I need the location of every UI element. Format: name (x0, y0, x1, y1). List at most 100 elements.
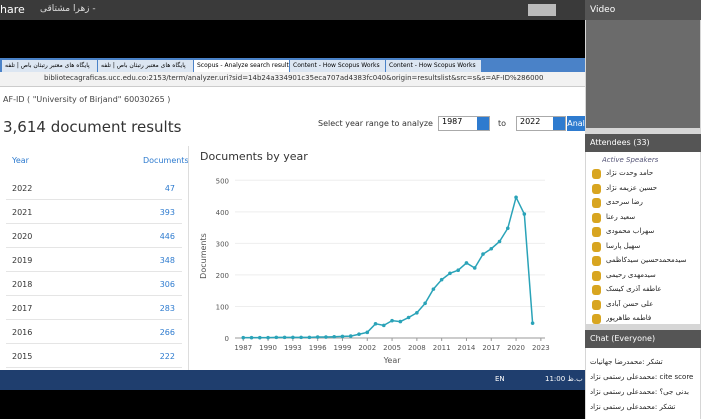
toggle[interactable] (528, 4, 556, 16)
row-line (6, 247, 182, 248)
point (282, 335, 287, 340)
attendee-icon (592, 198, 601, 208)
row-line (6, 271, 182, 272)
count-cell[interactable]: 47 (164, 184, 175, 193)
point (489, 246, 494, 251)
point (291, 335, 295, 340)
from-select[interactable]: 1987 (438, 116, 490, 131)
attendee-name[interactable]: حامد وحدت نژاد (606, 169, 654, 177)
range-label: Select year range to analyze (318, 119, 433, 128)
tab[interactable]: Scopus - Analyze search result (194, 60, 289, 72)
chart: Documents by year Documents Year 0 100 200 300… (199, 150, 550, 365)
tab-strip: پایگاه های معتبر رتبثان باص | تلفه پایگاه… (0, 58, 585, 72)
url[interactable]: bibliotecagraficas.ucc.edu.co:2153/term/… (44, 74, 544, 82)
y-tick-label: 400 (216, 209, 229, 217)
x-tick-label: 2014 (458, 344, 476, 352)
row-line (6, 319, 182, 320)
x-tick-label: 1993 (284, 344, 302, 352)
point (307, 335, 312, 340)
attendee-icon (592, 227, 601, 237)
y-tick-label: 300 (216, 240, 229, 248)
x-tick-label: 1999 (334, 344, 352, 352)
chat-message: بدنی جی؟ :محمدعلی رستمی نژاد (590, 388, 689, 396)
point (448, 271, 452, 276)
attendee-name[interactable]: فاطمه طاهرپور (606, 314, 652, 322)
video-header: Video (585, 0, 701, 20)
clock: 11:00 ب.ظ (545, 375, 583, 383)
point (365, 330, 370, 335)
point (423, 301, 427, 306)
table-header[interactable]: Year (12, 156, 29, 165)
row-line (6, 295, 182, 296)
count-cell[interactable]: 348 (159, 256, 175, 265)
x-axis-label: Year (383, 356, 402, 365)
chat-message: cite score :محمدعلی رستمی نژاد (590, 373, 694, 381)
attendee-icon (592, 270, 601, 281)
attendee-name[interactable]: حسین عزیمه نژاد (606, 183, 658, 192)
year-table: Year Documents 2022 47 2021 393 2020 446 2019 3… (0, 146, 189, 370)
attendee-name[interactable]: رضا سرحدی (606, 198, 643, 206)
attendee-name[interactable]: سیدمهدی رحیمی (606, 270, 656, 279)
attendee-name[interactable]: سهراب محمودی (606, 227, 655, 235)
attendee-icon (592, 169, 601, 179)
point (266, 335, 270, 340)
attendee-list: Active Speakers حامد وحدت نژاد حسین عزیمه… (586, 152, 700, 324)
attendee-name[interactable]: علی حسن آبادی (606, 299, 654, 308)
x-tick-label: 1987 (234, 344, 252, 352)
point (522, 212, 527, 216)
chat-log: تشکر :محمدرضا جهانیات cite score :محمدعلی… (586, 348, 700, 419)
tab[interactable]: Content - How Scopus Works (290, 60, 385, 72)
year-cell: 2016 (12, 328, 33, 337)
to-label: to (498, 119, 507, 128)
address-bar: bibliotecagraficas.ucc.edu.co:2153/term/… (0, 72, 585, 87)
point (299, 335, 303, 340)
language: EN (495, 375, 505, 383)
to-select[interactable]: 2022 (516, 116, 566, 131)
count-cell[interactable]: 393 (159, 208, 175, 217)
point (348, 334, 353, 338)
point (315, 335, 320, 339)
count-cell[interactable]: 266 (159, 328, 175, 337)
attendee-name[interactable]: سهیل پارسا (606, 241, 641, 250)
table-header[interactable]: Documents (143, 156, 189, 165)
attendee-name[interactable]: عاطفه آذری کیسک (606, 285, 662, 293)
x-tick-label: 2008 (408, 344, 426, 352)
y-tick-label: 100 (216, 303, 229, 311)
point (398, 319, 403, 324)
from-year: 1987 (442, 117, 463, 126)
query: AF-ID ( "University of Birjand" 60030265… (3, 95, 171, 104)
attendee-name[interactable]: سعید رعنا (606, 212, 636, 221)
count-cell[interactable]: 306 (159, 280, 175, 289)
line (243, 195, 534, 339)
point (258, 335, 262, 340)
share-label: hare (0, 3, 25, 16)
tab[interactable]: پایگاه های معتبر رتبثان باص | تلفه (98, 60, 193, 72)
row-line (6, 199, 182, 200)
point (431, 287, 436, 291)
y-tick-label: 500 (216, 177, 229, 185)
analyze-button[interactable]: Analyze (567, 116, 585, 131)
point (456, 268, 461, 272)
year-cell: 2021 (12, 208, 33, 217)
count-cell[interactable]: 283 (159, 304, 175, 313)
point (249, 335, 254, 340)
attendees-header: Attendees (33) (585, 134, 701, 152)
x-tick-label: 2002 (358, 344, 376, 352)
count-cell[interactable]: 222 (159, 352, 175, 361)
point (274, 335, 279, 340)
point (439, 277, 444, 282)
browser: پایگاه های معتبر رتبثان باص | تلفه پایگاه… (0, 58, 585, 370)
point (406, 315, 411, 320)
row-line (6, 223, 182, 224)
tab[interactable]: پایگاه های معتبر رتبثان باص | تلفه (2, 60, 97, 72)
point (332, 334, 336, 339)
tab[interactable]: Content - How Scopus Works (386, 60, 481, 72)
y-axis-label: Documents (199, 233, 208, 279)
point (472, 266, 477, 270)
point (241, 335, 246, 340)
active-speakers: Active Speakers (602, 156, 659, 164)
point (357, 332, 361, 337)
attendee-icon (592, 285, 601, 295)
attendee-name[interactable]: سیدمحمدحسین سیدکاظمی (606, 256, 687, 264)
count-cell[interactable]: 446 (159, 232, 175, 241)
